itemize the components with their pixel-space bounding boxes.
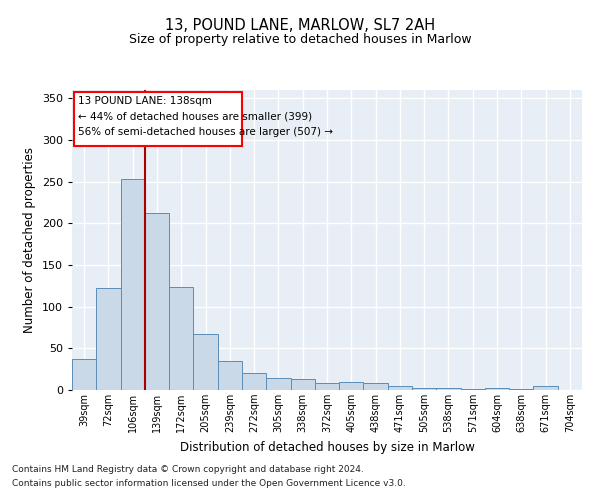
Bar — [436, 388, 461, 390]
Text: Contains HM Land Registry data © Crown copyright and database right 2024.: Contains HM Land Registry data © Crown c… — [12, 466, 364, 474]
Bar — [339, 382, 364, 390]
Bar — [145, 214, 169, 390]
Bar — [242, 374, 266, 390]
Bar — [72, 359, 96, 390]
Bar — [121, 179, 145, 390]
Bar — [315, 382, 339, 390]
Bar — [266, 378, 290, 390]
Bar — [169, 286, 193, 390]
Bar — [485, 388, 509, 390]
Text: 13, POUND LANE, MARLOW, SL7 2AH: 13, POUND LANE, MARLOW, SL7 2AH — [165, 18, 435, 32]
Bar — [218, 361, 242, 390]
Text: Size of property relative to detached houses in Marlow: Size of property relative to detached ho… — [128, 32, 472, 46]
X-axis label: Distribution of detached houses by size in Marlow: Distribution of detached houses by size … — [179, 440, 475, 454]
Bar — [364, 382, 388, 390]
Bar — [193, 334, 218, 390]
Bar — [533, 386, 558, 390]
Bar — [388, 386, 412, 390]
Text: 13 POUND LANE: 138sqm
← 44% of detached houses are smaller (399)
56% of semi-det: 13 POUND LANE: 138sqm ← 44% of detached … — [78, 96, 333, 137]
Bar — [96, 288, 121, 390]
Bar — [461, 389, 485, 390]
Bar — [290, 379, 315, 390]
Text: Contains public sector information licensed under the Open Government Licence v3: Contains public sector information licen… — [12, 479, 406, 488]
Y-axis label: Number of detached properties: Number of detached properties — [23, 147, 36, 333]
Bar — [74, 92, 242, 146]
Bar — [412, 388, 436, 390]
Bar — [509, 389, 533, 390]
